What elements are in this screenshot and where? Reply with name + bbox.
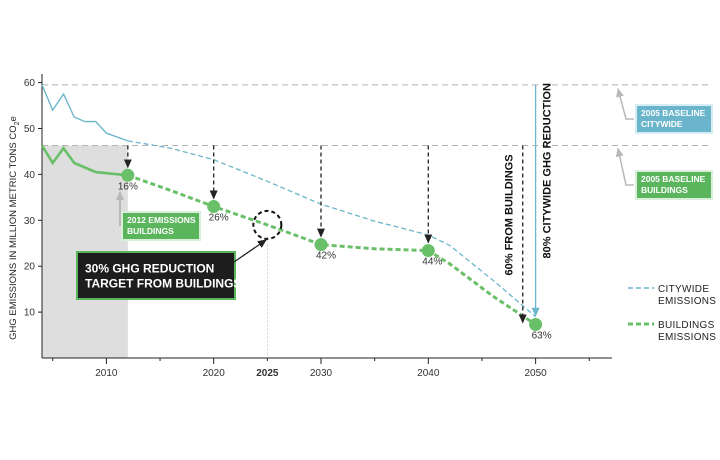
baseline-citywide-box-text: 2005 BASELINE — [641, 108, 706, 118]
x-tick-label: 2020 — [203, 368, 226, 379]
y-tick-label: 40 — [24, 170, 36, 181]
baseline-buildings-arrow — [615, 147, 634, 186]
milestone-percent-label: 26% — [209, 213, 229, 224]
milestone-point — [314, 238, 328, 252]
baseline-citywide-box-bg — [635, 104, 713, 134]
milestone-percent-label: 42% — [316, 251, 336, 262]
legend-label: EMISSIONS — [658, 296, 716, 307]
emissions-2012-box-bg — [121, 211, 201, 241]
x-tick-label: 2050 — [524, 368, 547, 379]
x-tick-label: 2040 — [417, 368, 440, 379]
milestone-percent-label: 44% — [422, 257, 442, 268]
milestone-percent-label: 63% — [532, 330, 552, 341]
milestone-point — [121, 168, 135, 182]
emissions-2012-box-text: 2012 EMISSIONS — [127, 215, 196, 225]
buildings-projected-line — [127, 173, 537, 326]
baseline-buildings-box-text: BUILDINGS — [641, 185, 688, 195]
legend-label: EMISSIONS — [658, 332, 716, 343]
citywide-projected-line — [127, 140, 537, 318]
y-axis-label-sub: 2 — [14, 121, 21, 125]
milestone-point — [421, 244, 435, 258]
baseline-citywide-box-text: CITYWIDE — [641, 119, 683, 129]
y-axis-label: GHG EMISSIONS IN MILLION METRIC TONS CO2… — [8, 116, 21, 340]
baseline-buildings-box-bg — [635, 170, 713, 200]
baseline-citywide-arrow — [616, 87, 634, 120]
x-tick-label: 2030 — [310, 368, 333, 379]
target-2025-circle — [252, 209, 283, 240]
target-buildings-box-text: 30% GHG REDUCTION — [85, 262, 214, 276]
target-box-arrow — [233, 239, 267, 263]
y-tick-label: 10 — [24, 308, 36, 319]
y-tick-label: 50 — [24, 124, 36, 135]
milestone-percent-label: 16% — [118, 181, 138, 192]
milestone-point — [529, 317, 543, 331]
emissions-2012-box-text: BUILDINGS — [127, 226, 174, 236]
y-tick-label: 60 — [24, 78, 36, 89]
x-tick-label: 2010 — [95, 368, 118, 379]
citywide-80-label: 80% CITYWIDE GHG REDUCTION — [542, 83, 554, 258]
buildings-60-label: 60% FROM BUILDINGS — [504, 154, 516, 275]
target-buildings-box-text: TARGET FROM BUILDINGS — [85, 277, 241, 291]
y-tick-label: 30 — [24, 216, 36, 227]
milestone-point — [207, 200, 221, 214]
citywide-historic-line — [41, 84, 129, 142]
baseline-buildings-box-text: 2005 BASELINE — [641, 174, 706, 184]
legend-label: CITYWIDE — [658, 284, 709, 295]
y-axis-label-tail: e — [8, 116, 19, 121]
target-buildings-box-bg — [76, 251, 236, 300]
y-tick-label: 20 — [24, 262, 36, 273]
buildings-historic-line — [40, 144, 128, 177]
x-tick-label: 2025 — [256, 368, 279, 379]
y-axis-label-main: GHG EMISSIONS IN MILLION METRIC TONS CO — [8, 125, 19, 339]
legend-label: BUILDINGS — [658, 320, 715, 331]
